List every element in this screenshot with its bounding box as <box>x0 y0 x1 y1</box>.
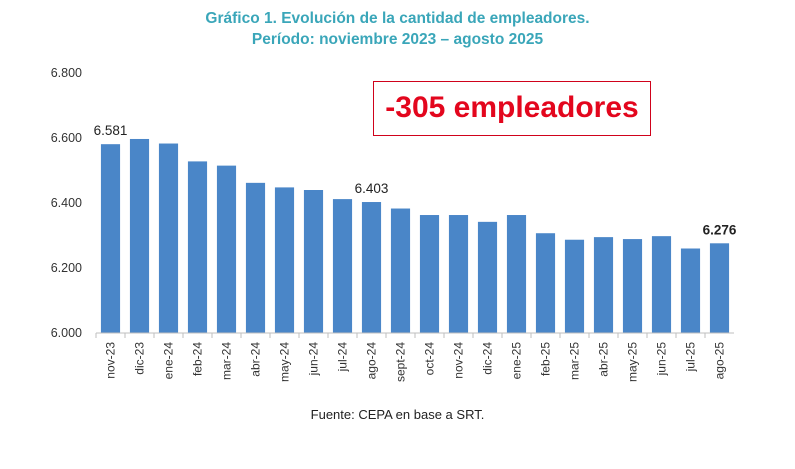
x-tick-label: ene-25 <box>510 342 524 380</box>
x-tick-label: abr-25 <box>597 342 611 377</box>
x-tick-label: feb-24 <box>191 342 205 376</box>
bar-ago-24 <box>361 202 382 333</box>
x-tick-label: nov-24 <box>452 342 466 379</box>
bar-nov-23 <box>100 144 121 333</box>
x-axis: nov-23 dic-23 ene-24 feb-24 mar-24 abr-24 may-… <box>95 332 734 382</box>
bar-sept-24 <box>390 208 411 333</box>
y-tick-label: 6.400 <box>51 196 82 210</box>
y-tick-label: 6.800 <box>51 66 82 80</box>
x-tick-label: ago-25 <box>713 342 727 380</box>
bar-dic-23 <box>129 138 150 333</box>
x-tick-label: dic-23 <box>133 342 147 375</box>
x-tick-label: jul-25 <box>684 342 698 373</box>
bar-oct-24 <box>419 215 440 333</box>
bar-nov-24 <box>448 215 469 333</box>
x-tick-label: mar-25 <box>568 342 582 380</box>
bars-group <box>100 138 730 333</box>
x-tick-label: feb-25 <box>539 342 553 376</box>
x-tick-label: abr-24 <box>249 342 263 377</box>
x-tick-label: may-24 <box>278 342 292 382</box>
x-tick-label: jul-24 <box>336 342 350 373</box>
x-tick-label: ene-24 <box>162 342 176 380</box>
bar-mar-24 <box>216 165 237 333</box>
chart-subtitle: Período: noviembre 2023 – agosto 2025 <box>251 31 544 48</box>
y-tick-label: 6.200 <box>51 261 82 275</box>
bar-ene-24 <box>158 143 179 333</box>
bar-feb-25 <box>535 233 556 333</box>
bar-jun-24 <box>303 190 324 333</box>
bar-jul-25 <box>680 248 701 333</box>
x-tick-label: ago-24 <box>365 342 379 380</box>
data-label: 6.581 <box>94 123 128 138</box>
x-tick-label: may-25 <box>626 342 640 382</box>
bar-abr-25 <box>593 237 614 333</box>
x-tick-label: jun-24 <box>307 342 321 377</box>
bar-abr-24 <box>245 182 266 333</box>
bar-may-25 <box>622 239 643 333</box>
x-tick-label: nov-23 <box>104 342 118 379</box>
x-tick-label: jun-25 <box>655 342 669 377</box>
y-tick-label: 6.600 <box>51 131 82 145</box>
bar-ago-25 <box>709 243 730 333</box>
bar-mar-25 <box>564 239 585 333</box>
data-label: 6.276 <box>703 222 737 237</box>
chart-title: Gráfico 1. Evolución de la cantidad de e… <box>205 10 590 27</box>
data-label: 6.403 <box>355 181 389 196</box>
bar-jun-25 <box>651 236 672 333</box>
x-tick-label: mar-24 <box>220 342 234 380</box>
y-tick-label: 6.000 <box>51 326 82 340</box>
x-tick-label: dic-24 <box>481 342 495 375</box>
x-tick-label: sept-24 <box>394 342 408 382</box>
change-callout: -305 empleadores <box>373 81 651 136</box>
bar-jul-24 <box>332 199 353 333</box>
bar-may-24 <box>274 187 295 333</box>
bar-ene-25 <box>506 215 527 333</box>
bar-feb-24 <box>187 161 208 333</box>
source-note: Fuente: CEPA en base a SRT. <box>310 407 485 422</box>
y-axis: 6.000 6.200 6.400 6.600 6.800 <box>51 66 82 340</box>
data-labels: 6.581 6.403 6.276 <box>94 123 737 237</box>
bar-dic-24 <box>477 221 498 333</box>
x-tick-label: oct-24 <box>423 342 437 376</box>
